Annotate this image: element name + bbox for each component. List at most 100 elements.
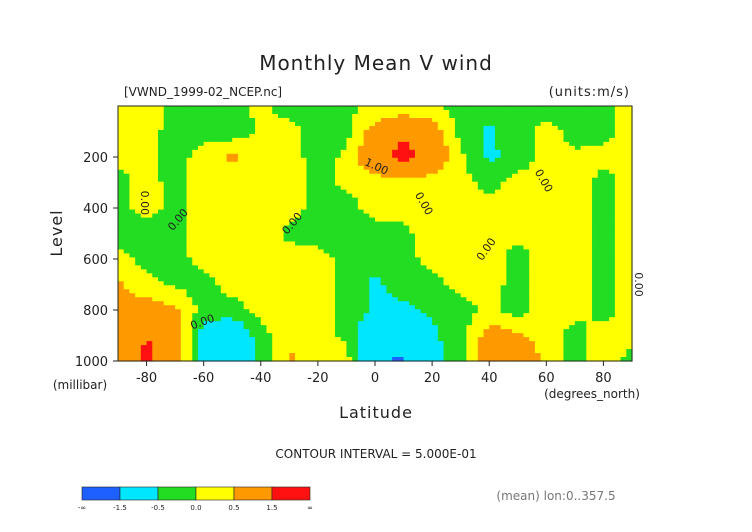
field-cell: [129, 181, 136, 187]
field-cell: [175, 325, 182, 330]
field-cell: [300, 181, 308, 187]
field-cell: [494, 177, 502, 183]
field-cell: [380, 121, 388, 127]
field-cell: [414, 313, 422, 318]
field-cell: [272, 321, 279, 326]
field-cell: [529, 289, 536, 294]
field-cell: [272, 237, 279, 243]
field-cell: [403, 221, 410, 227]
field-cell: [375, 237, 382, 243]
field-cell: [226, 225, 233, 231]
field-cell: [512, 301, 519, 306]
field-cell: [426, 317, 433, 322]
field-cell: [403, 257, 410, 262]
field-cell: [409, 269, 416, 274]
field-cell: [512, 161, 519, 167]
field-cell: [197, 257, 205, 262]
field-cell: [363, 193, 370, 199]
field-cell: [266, 257, 273, 262]
field-cell: [437, 229, 445, 235]
field-cell: [432, 169, 439, 175]
field-cell: [129, 229, 136, 235]
field-cell: [546, 217, 553, 223]
field-cell: [169, 229, 176, 235]
field-cell: [283, 233, 290, 239]
field-cell: [597, 305, 605, 310]
field-cell: [169, 173, 176, 179]
field-cell: [352, 313, 359, 318]
field-cell: [454, 106, 462, 111]
field-cell: [237, 281, 245, 286]
field-cell: [255, 137, 262, 143]
field-cell: [540, 309, 547, 314]
field-cell: [352, 117, 359, 123]
field-cell: [603, 153, 610, 159]
field-cell: [277, 249, 285, 255]
field-cell: [323, 253, 330, 258]
field-cell: [392, 157, 399, 163]
field-cell: [215, 313, 222, 318]
field-cell: [569, 113, 576, 119]
field-cell: [175, 213, 182, 219]
field-cell: [414, 133, 422, 139]
field-cell: [323, 281, 330, 286]
field-cell: [209, 161, 216, 167]
field-cell: [295, 106, 302, 111]
field-cell: [466, 109, 473, 115]
field-cell: [220, 289, 228, 294]
field-cell: [157, 265, 165, 270]
field-cell: [226, 241, 233, 247]
field-cell: [295, 185, 302, 191]
field-cell: [369, 197, 376, 203]
field-cell: [317, 197, 325, 203]
field-cell: [512, 153, 519, 159]
field-cell: [277, 133, 285, 139]
field-cell: [346, 189, 353, 195]
field-cell: [626, 137, 633, 143]
field-cell: [232, 225, 239, 231]
field-cell: [477, 149, 485, 155]
field-cell: [506, 313, 513, 318]
field-cell: [540, 137, 547, 143]
field-cell: [472, 249, 479, 255]
field-cell: [123, 145, 131, 151]
field-cell: [157, 189, 165, 195]
field-cell: [546, 305, 553, 310]
field-cell: [506, 193, 513, 199]
field-cell: [255, 209, 262, 215]
field-cell: [357, 297, 365, 302]
field-cell: [494, 121, 502, 127]
field-cell: [186, 201, 193, 207]
field-cell: [317, 253, 325, 258]
field-cell: [517, 141, 525, 147]
field-cell: [403, 225, 410, 231]
field-cell: [477, 169, 485, 175]
field-cell: [163, 289, 170, 294]
field-cell: [540, 125, 547, 131]
field-cell: [477, 289, 485, 294]
field-cell: [323, 149, 330, 155]
field-cell: [123, 161, 131, 167]
field-cell: [449, 253, 456, 258]
field-cell: [517, 113, 525, 119]
field-cell: [243, 249, 250, 255]
field-cell: [152, 169, 159, 175]
field-cell: [512, 177, 519, 183]
field-cell: [609, 305, 616, 310]
field-cell: [232, 141, 239, 147]
field-cell: [603, 165, 610, 171]
field-cell: [249, 213, 256, 219]
field-cell: [477, 245, 485, 251]
field-cell: [357, 161, 365, 167]
field-cell: [466, 313, 473, 318]
field-cell: [295, 169, 302, 175]
field-cell: [346, 197, 353, 203]
field-cell: [603, 221, 610, 227]
field-cell: [157, 185, 165, 191]
field-cell: [266, 157, 273, 163]
field-cell: [506, 133, 513, 139]
field-cell: [500, 189, 507, 195]
field-cell: [443, 129, 450, 135]
field-cell: [494, 106, 502, 111]
field-cell: [506, 109, 513, 115]
